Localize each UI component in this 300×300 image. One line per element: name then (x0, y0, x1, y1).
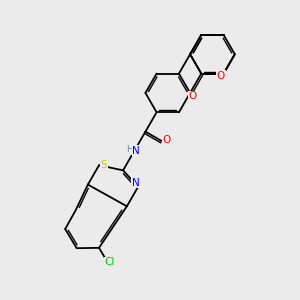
Text: S: S (100, 160, 107, 170)
Text: Cl: Cl (104, 257, 115, 267)
Text: N: N (132, 178, 140, 188)
Text: O: O (189, 91, 197, 101)
Text: O: O (163, 135, 171, 145)
Text: H: H (126, 146, 133, 154)
Text: O: O (217, 71, 225, 81)
Text: N: N (132, 146, 140, 156)
